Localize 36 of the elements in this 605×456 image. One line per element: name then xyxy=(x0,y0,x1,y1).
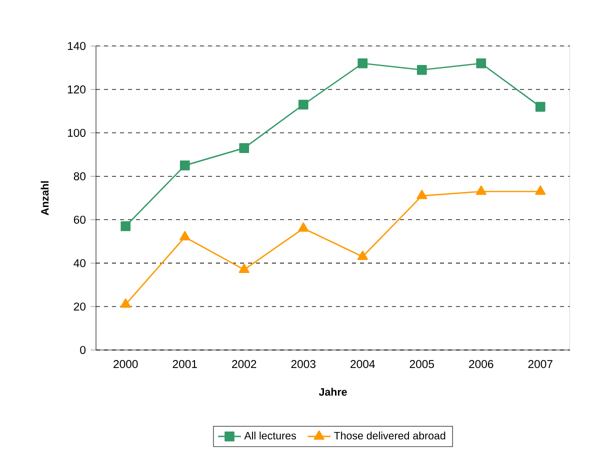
y-axis-title: Anzahl xyxy=(40,181,49,216)
point xyxy=(476,58,486,68)
y-tick-label: 40 xyxy=(74,259,86,268)
y-tick-label: 60 xyxy=(74,216,86,224)
x-tick-label: 2002 xyxy=(232,360,256,368)
point xyxy=(357,250,368,260)
y-tick-label: 120 xyxy=(68,85,86,94)
point xyxy=(239,143,250,153)
x-tick-label: 2005 xyxy=(410,360,434,368)
point xyxy=(358,58,368,68)
point xyxy=(180,231,190,240)
x-tick-label: 2003 xyxy=(291,360,316,368)
point xyxy=(120,221,131,232)
y-tick-label: 20 xyxy=(74,302,86,311)
legend-label: Those delivered abroad xyxy=(334,432,446,440)
point xyxy=(535,102,546,112)
y-tick-label: 140 xyxy=(68,42,86,50)
x-tick-label: 2004 xyxy=(350,360,375,368)
point xyxy=(180,160,190,170)
point xyxy=(416,190,428,200)
x-axis-title: Jahre xyxy=(318,388,347,396)
y-tick-label: 0 xyxy=(80,346,86,354)
point xyxy=(535,185,546,195)
legend-label: All lectures xyxy=(244,432,296,440)
point xyxy=(298,222,309,232)
x-tick-label: 2006 xyxy=(469,360,494,368)
point xyxy=(476,185,486,195)
point xyxy=(120,298,131,308)
y-tick-label: 100 xyxy=(68,128,86,137)
point xyxy=(238,264,250,273)
x-tick-label: 2001 xyxy=(172,360,197,368)
x-tick-label: 2007 xyxy=(528,360,552,368)
point xyxy=(416,64,427,75)
y-tick-label: 80 xyxy=(74,172,86,180)
x-tick-label: 2000 xyxy=(114,360,138,368)
point xyxy=(298,100,308,110)
